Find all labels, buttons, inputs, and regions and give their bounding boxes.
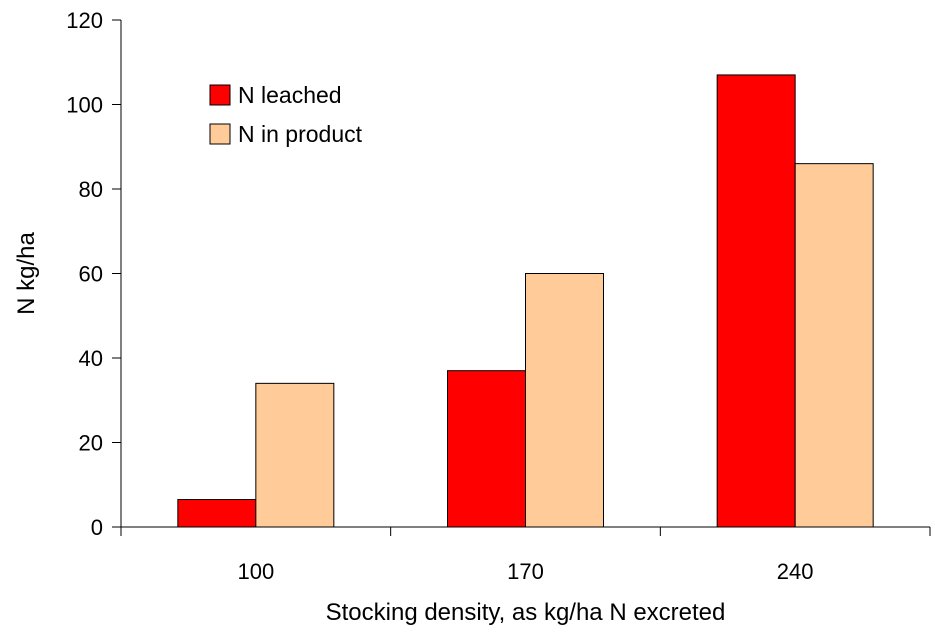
y-tick-label: 20 <box>79 431 103 456</box>
legend-label: N leached <box>238 82 342 108</box>
y-tick-label: 40 <box>79 346 103 371</box>
y-tick-label: 60 <box>79 262 103 287</box>
legend-label: N in product <box>238 121 363 147</box>
bar-n-leached-240 <box>716 74 796 528</box>
bar-n-leached-170 <box>447 370 526 528</box>
plot-area <box>177 74 874 528</box>
axes: 100 170 240 0 20 40 60 80 100 120 <box>66 8 931 584</box>
y-axis-title: N kg/ha <box>13 231 40 314</box>
x-tick-label: 170 <box>507 559 544 584</box>
y-tick-label: 120 <box>66 8 103 33</box>
legend: N leached N in product <box>209 82 363 147</box>
x-tick-label: 100 <box>237 559 274 584</box>
y-tick-label: 80 <box>79 177 103 202</box>
y-tick-label: 100 <box>66 93 103 118</box>
x-axis-title: Stocking density, as kg/ha N excreted <box>326 599 726 626</box>
y-tick-label: 0 <box>91 515 103 540</box>
legend-swatch <box>209 84 231 106</box>
x-tick-label: 240 <box>777 559 814 584</box>
legend-swatch <box>209 123 231 145</box>
bar-n-in-product-170 <box>525 273 604 528</box>
bar-n-in-product-100 <box>255 382 335 528</box>
bar-n-in-product-240 <box>794 163 874 528</box>
bar-n-leached-100 <box>177 499 257 528</box>
